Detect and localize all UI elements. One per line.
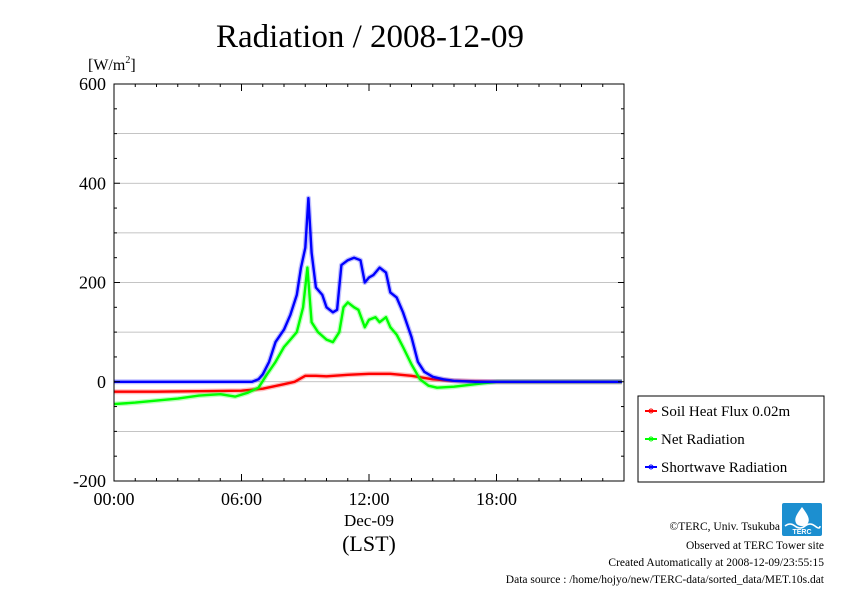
y-unit-main: [W/m	[88, 57, 126, 74]
x-tick-label: 06:00	[221, 489, 262, 509]
legend-marker	[648, 408, 654, 414]
legend-label: Net Radiation	[661, 432, 745, 448]
chart-title: Radiation / 2008-12-09	[216, 19, 524, 55]
grid-lines	[114, 133, 624, 432]
y-axis-unit-label: [W/m2]	[88, 55, 136, 74]
y-tick-label: 0	[97, 372, 106, 392]
legend-items: Soil Heat Flux 0.02m Net Radiation Shortwa…	[645, 404, 791, 476]
x-tick-label: 18:00	[476, 489, 517, 509]
y-unit-superscript: 2	[125, 55, 130, 66]
series-line-2	[114, 196, 622, 383]
logo-text: TERC	[792, 529, 811, 536]
legend: Soil Heat Flux 0.02m Net Radiation Shortwa…	[637, 395, 825, 483]
axes	[113, 83, 625, 482]
x-axis-date-label: Dec-09	[344, 511, 394, 530]
terc-logo: TERC	[782, 503, 822, 536]
y-tick-label: -200	[73, 471, 106, 491]
y-tick-label: 200	[79, 273, 106, 293]
footer-source: Data source : /home/hojyo/new/TERC-data/…	[506, 574, 825, 586]
footer-copyright: ©TERC, Univ. Tsukuba	[670, 521, 780, 533]
x-tick-labels: 00:00 06:00 12:00 18:00	[93, 489, 517, 509]
legend-marker	[648, 436, 654, 442]
legend-label: Shortwave Radiation	[661, 460, 788, 476]
series-halo-2	[114, 195, 622, 385]
logo-wave-icon	[784, 523, 821, 529]
x-tick-label: 00:00	[93, 489, 134, 509]
legend-label: Soil Heat Flux 0.02m	[661, 404, 791, 420]
x-axis-timezone-label: (LST)	[342, 531, 396, 556]
legend-marker	[648, 464, 654, 470]
y-tick-label: 400	[79, 173, 106, 193]
footer-created: Created Automatically at 2008-12-09/23:5…	[608, 557, 824, 569]
series-line-1	[113, 266, 622, 406]
y-tick-labels: -200 0 200 400 600	[73, 74, 106, 491]
logo-drop-icon	[795, 507, 809, 526]
series-layer	[113, 195, 622, 407]
y-unit-close: ]	[130, 57, 135, 74]
x-tick-label: 12:00	[348, 489, 389, 509]
y-tick-label: 600	[79, 74, 106, 94]
footer-site: Observed at TERC Tower site	[686, 540, 824, 552]
legend-box	[637, 395, 825, 483]
